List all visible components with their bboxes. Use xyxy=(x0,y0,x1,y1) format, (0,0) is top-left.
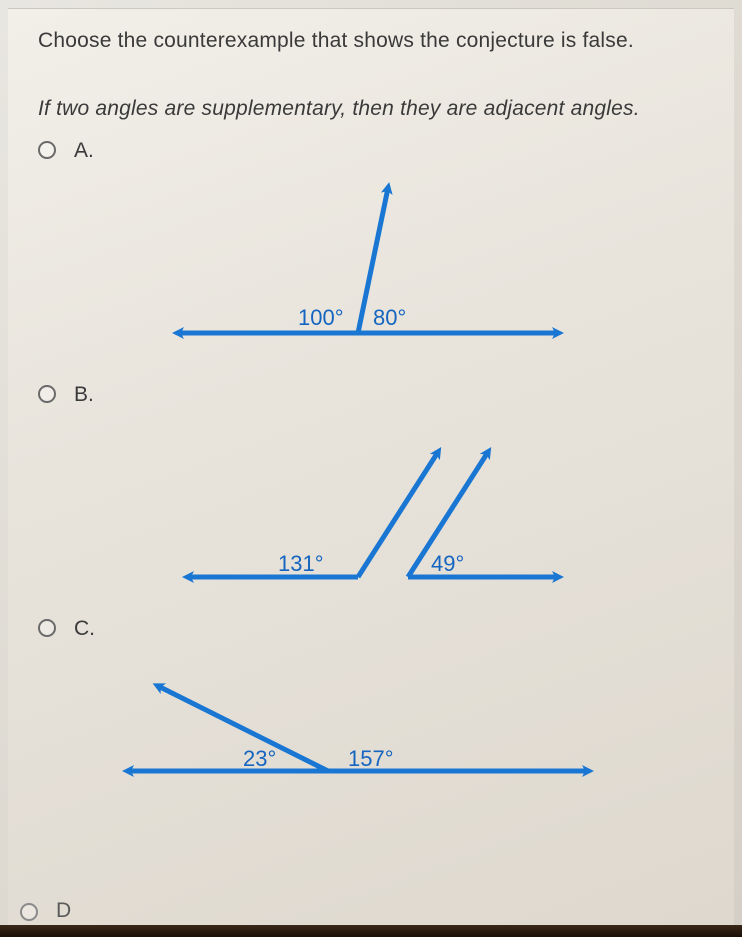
radio-b[interactable] xyxy=(38,385,56,403)
conjecture-text: If two angles are supplementary, then th… xyxy=(38,97,704,121)
option-b-label: B. xyxy=(74,383,94,407)
photo-bottom-edge xyxy=(0,925,742,937)
question-text: Choose the counterexample that shows the… xyxy=(38,29,704,53)
option-c-label: C. xyxy=(74,617,95,641)
diagram-c: 23° 157° xyxy=(38,651,704,801)
angle-a-right: 80° xyxy=(373,305,406,330)
angle-c-left: 23° xyxy=(243,746,276,771)
angle-b-left: 131° xyxy=(278,551,324,576)
diagram-a: 100° 80° xyxy=(38,173,704,383)
angle-a-left: 100° xyxy=(298,305,344,330)
radio-c[interactable] xyxy=(38,619,56,637)
option-d[interactable]: D xyxy=(20,899,71,923)
diagram-b: 131° 49° xyxy=(38,417,704,617)
option-d-label: D xyxy=(56,899,71,923)
radio-a[interactable] xyxy=(38,141,56,159)
radio-d[interactable] xyxy=(20,903,38,921)
angle-b-right: 49° xyxy=(431,551,464,576)
option-b[interactable]: B. xyxy=(38,383,704,407)
angle-c-right: 157° xyxy=(348,746,394,771)
option-a-label: A. xyxy=(74,139,94,163)
option-c[interactable]: C. xyxy=(38,617,704,641)
option-a[interactable]: A. xyxy=(38,139,704,163)
